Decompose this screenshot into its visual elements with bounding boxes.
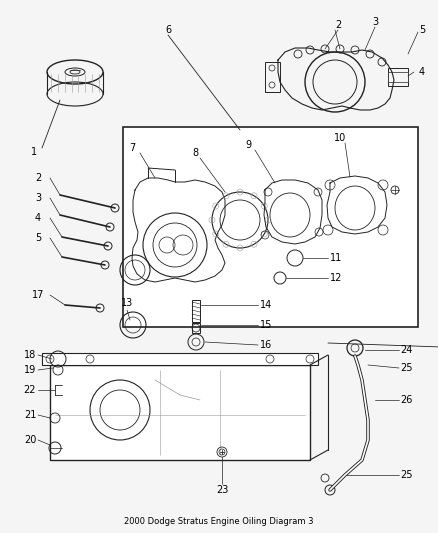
Text: 8: 8	[192, 148, 198, 158]
Text: 2: 2	[335, 20, 341, 30]
Text: 10: 10	[334, 133, 346, 143]
Text: 5: 5	[35, 233, 41, 243]
Text: 24: 24	[400, 345, 412, 355]
Text: 3: 3	[372, 17, 378, 27]
Text: 1: 1	[31, 147, 37, 157]
Text: 4: 4	[35, 213, 41, 223]
Text: 14: 14	[260, 300, 272, 310]
Text: 25: 25	[400, 363, 413, 373]
Text: 9: 9	[245, 140, 251, 150]
Text: 19: 19	[24, 365, 36, 375]
Text: 13: 13	[121, 298, 133, 308]
Text: 6: 6	[165, 25, 171, 35]
Bar	[42, 353, 318, 365]
Text: 2000 Dodge Stratus Engine Oiling Diagram 3: 2000 Dodge Stratus Engine Oiling Diagram…	[124, 518, 314, 527]
Text: 22: 22	[24, 385, 36, 395]
Text: 7: 7	[129, 143, 135, 153]
Text: 16: 16	[260, 340, 272, 350]
Text: 17: 17	[32, 290, 44, 300]
Bar	[192, 323, 200, 333]
Bar	[388, 72, 408, 82]
Text: 15: 15	[260, 320, 272, 330]
Text: 18: 18	[24, 350, 36, 360]
Bar	[265, 62, 280, 92]
Text: 3: 3	[35, 193, 41, 203]
Bar	[192, 300, 200, 322]
Text: 21: 21	[24, 410, 36, 420]
Bar	[388, 68, 408, 86]
Text: 20: 20	[24, 435, 36, 445]
Text: 23: 23	[216, 485, 228, 495]
Bar	[123, 127, 418, 327]
Text: 26: 26	[400, 395, 412, 405]
Text: 5: 5	[419, 25, 425, 35]
Text: 2: 2	[35, 173, 41, 183]
Text: 12: 12	[330, 273, 343, 283]
Text: 25: 25	[400, 470, 413, 480]
Text: 11: 11	[330, 253, 342, 263]
Text: 4: 4	[419, 67, 425, 77]
Bar	[50, 365, 310, 460]
